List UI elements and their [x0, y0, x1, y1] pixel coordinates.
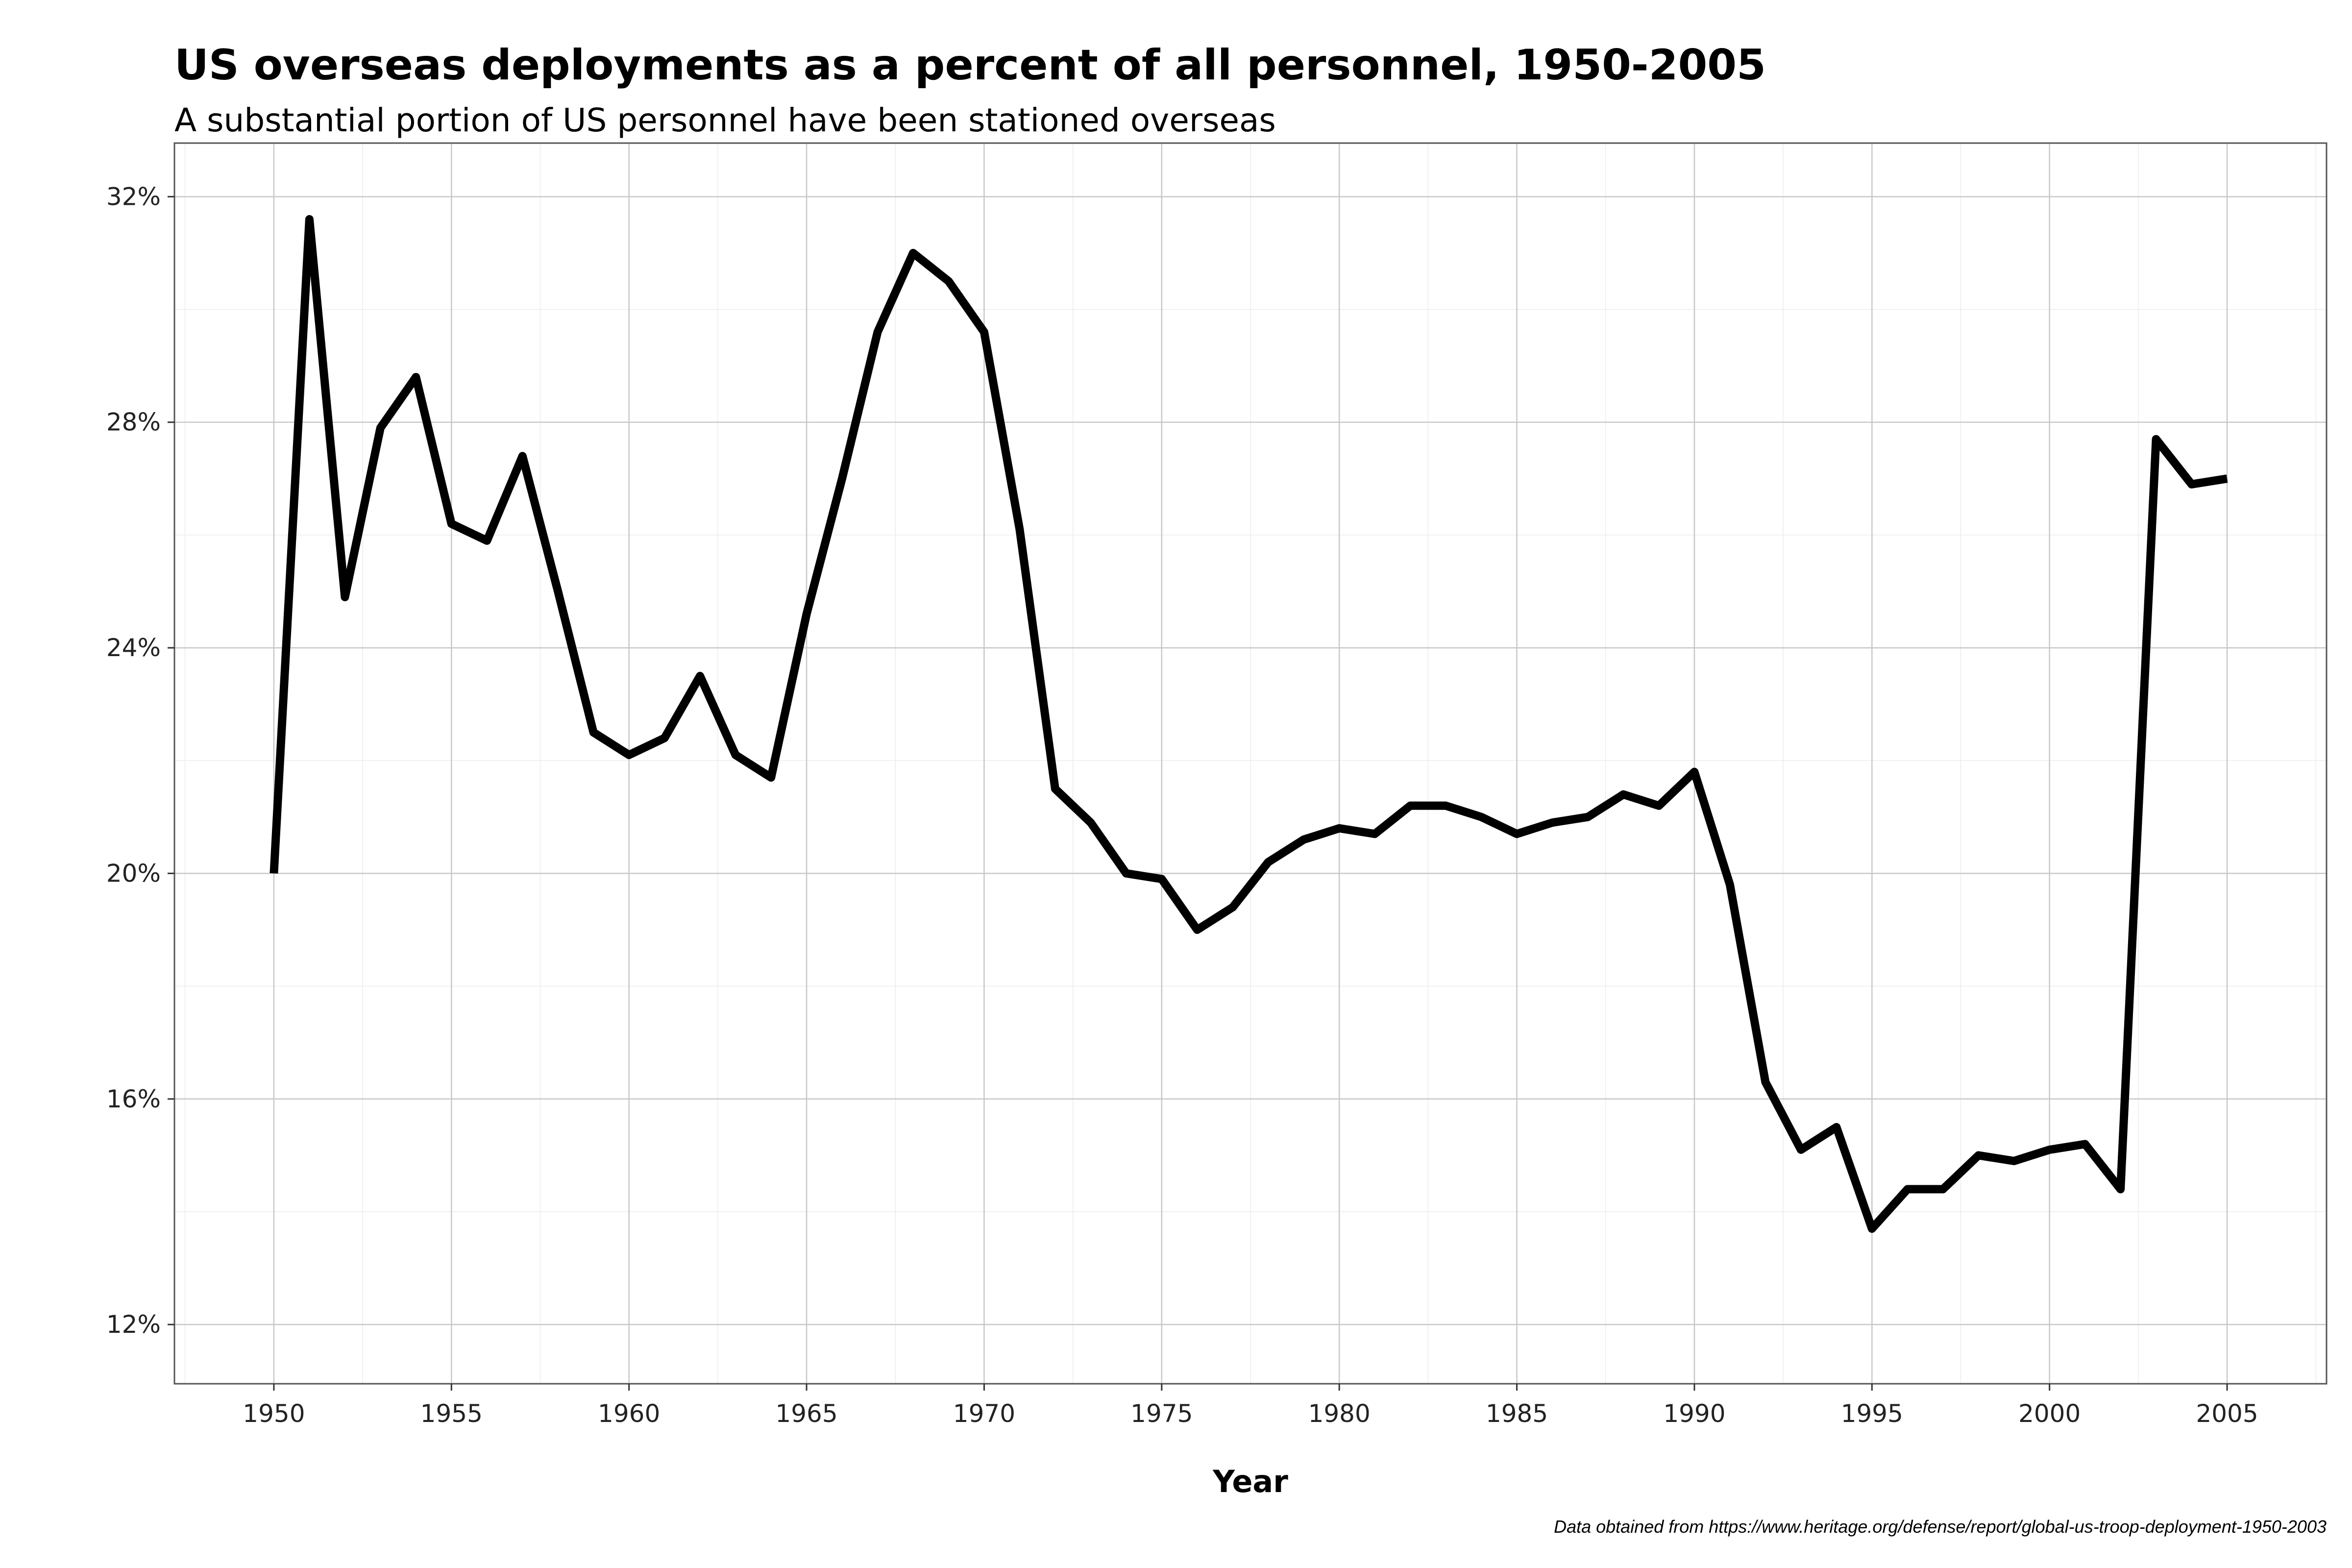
- y-tick-label: 20%: [106, 859, 161, 887]
- x-tick-label: 1985: [1486, 1399, 1548, 1428]
- y-tick-label: 28%: [106, 408, 161, 437]
- series-layer: [270, 215, 2228, 1233]
- y-tick-label: 12%: [106, 1310, 161, 1339]
- x-tick-label: 1990: [1663, 1399, 1725, 1428]
- y-tick-label: 24%: [106, 634, 161, 662]
- chart-title: US overseas deployments as a percent of …: [174, 41, 1766, 90]
- x-tick-label: 1955: [420, 1399, 483, 1428]
- series-line: [270, 215, 2228, 1233]
- x-tick-label: 2005: [2196, 1399, 2258, 1428]
- major-gridlines: [174, 143, 2327, 1384]
- x-tick-label: 1980: [1308, 1399, 1371, 1428]
- minor-gridlines: [174, 143, 2327, 1384]
- x-tick-label: 1995: [1841, 1399, 1903, 1428]
- x-tick-label: 1970: [953, 1399, 1015, 1428]
- x-tick-label: 1950: [243, 1399, 305, 1428]
- x-tick-label: 1975: [1130, 1399, 1193, 1428]
- x-tick-label: 2000: [2018, 1399, 2081, 1428]
- chart-subtitle: A substantial portion of US personnel ha…: [174, 101, 1276, 139]
- y-tick-label: 32%: [106, 182, 161, 211]
- y-tick-label: 16%: [106, 1085, 161, 1113]
- x-axis-title: Year: [1212, 1464, 1288, 1499]
- source-caption: Data obtained from https://www.heritage.…: [1554, 1517, 2327, 1537]
- plot-panel: [173, 142, 2328, 1385]
- x-axis: 1950 1955 1960 1965 1970 1975 1980 1985 1990 1995…: [243, 1384, 2258, 1428]
- y-axis: 12% 16% 20% 24% 28% 32%: [106, 182, 174, 1339]
- x-tick-label: 1960: [598, 1399, 660, 1428]
- x-tick-label: 1965: [775, 1399, 837, 1428]
